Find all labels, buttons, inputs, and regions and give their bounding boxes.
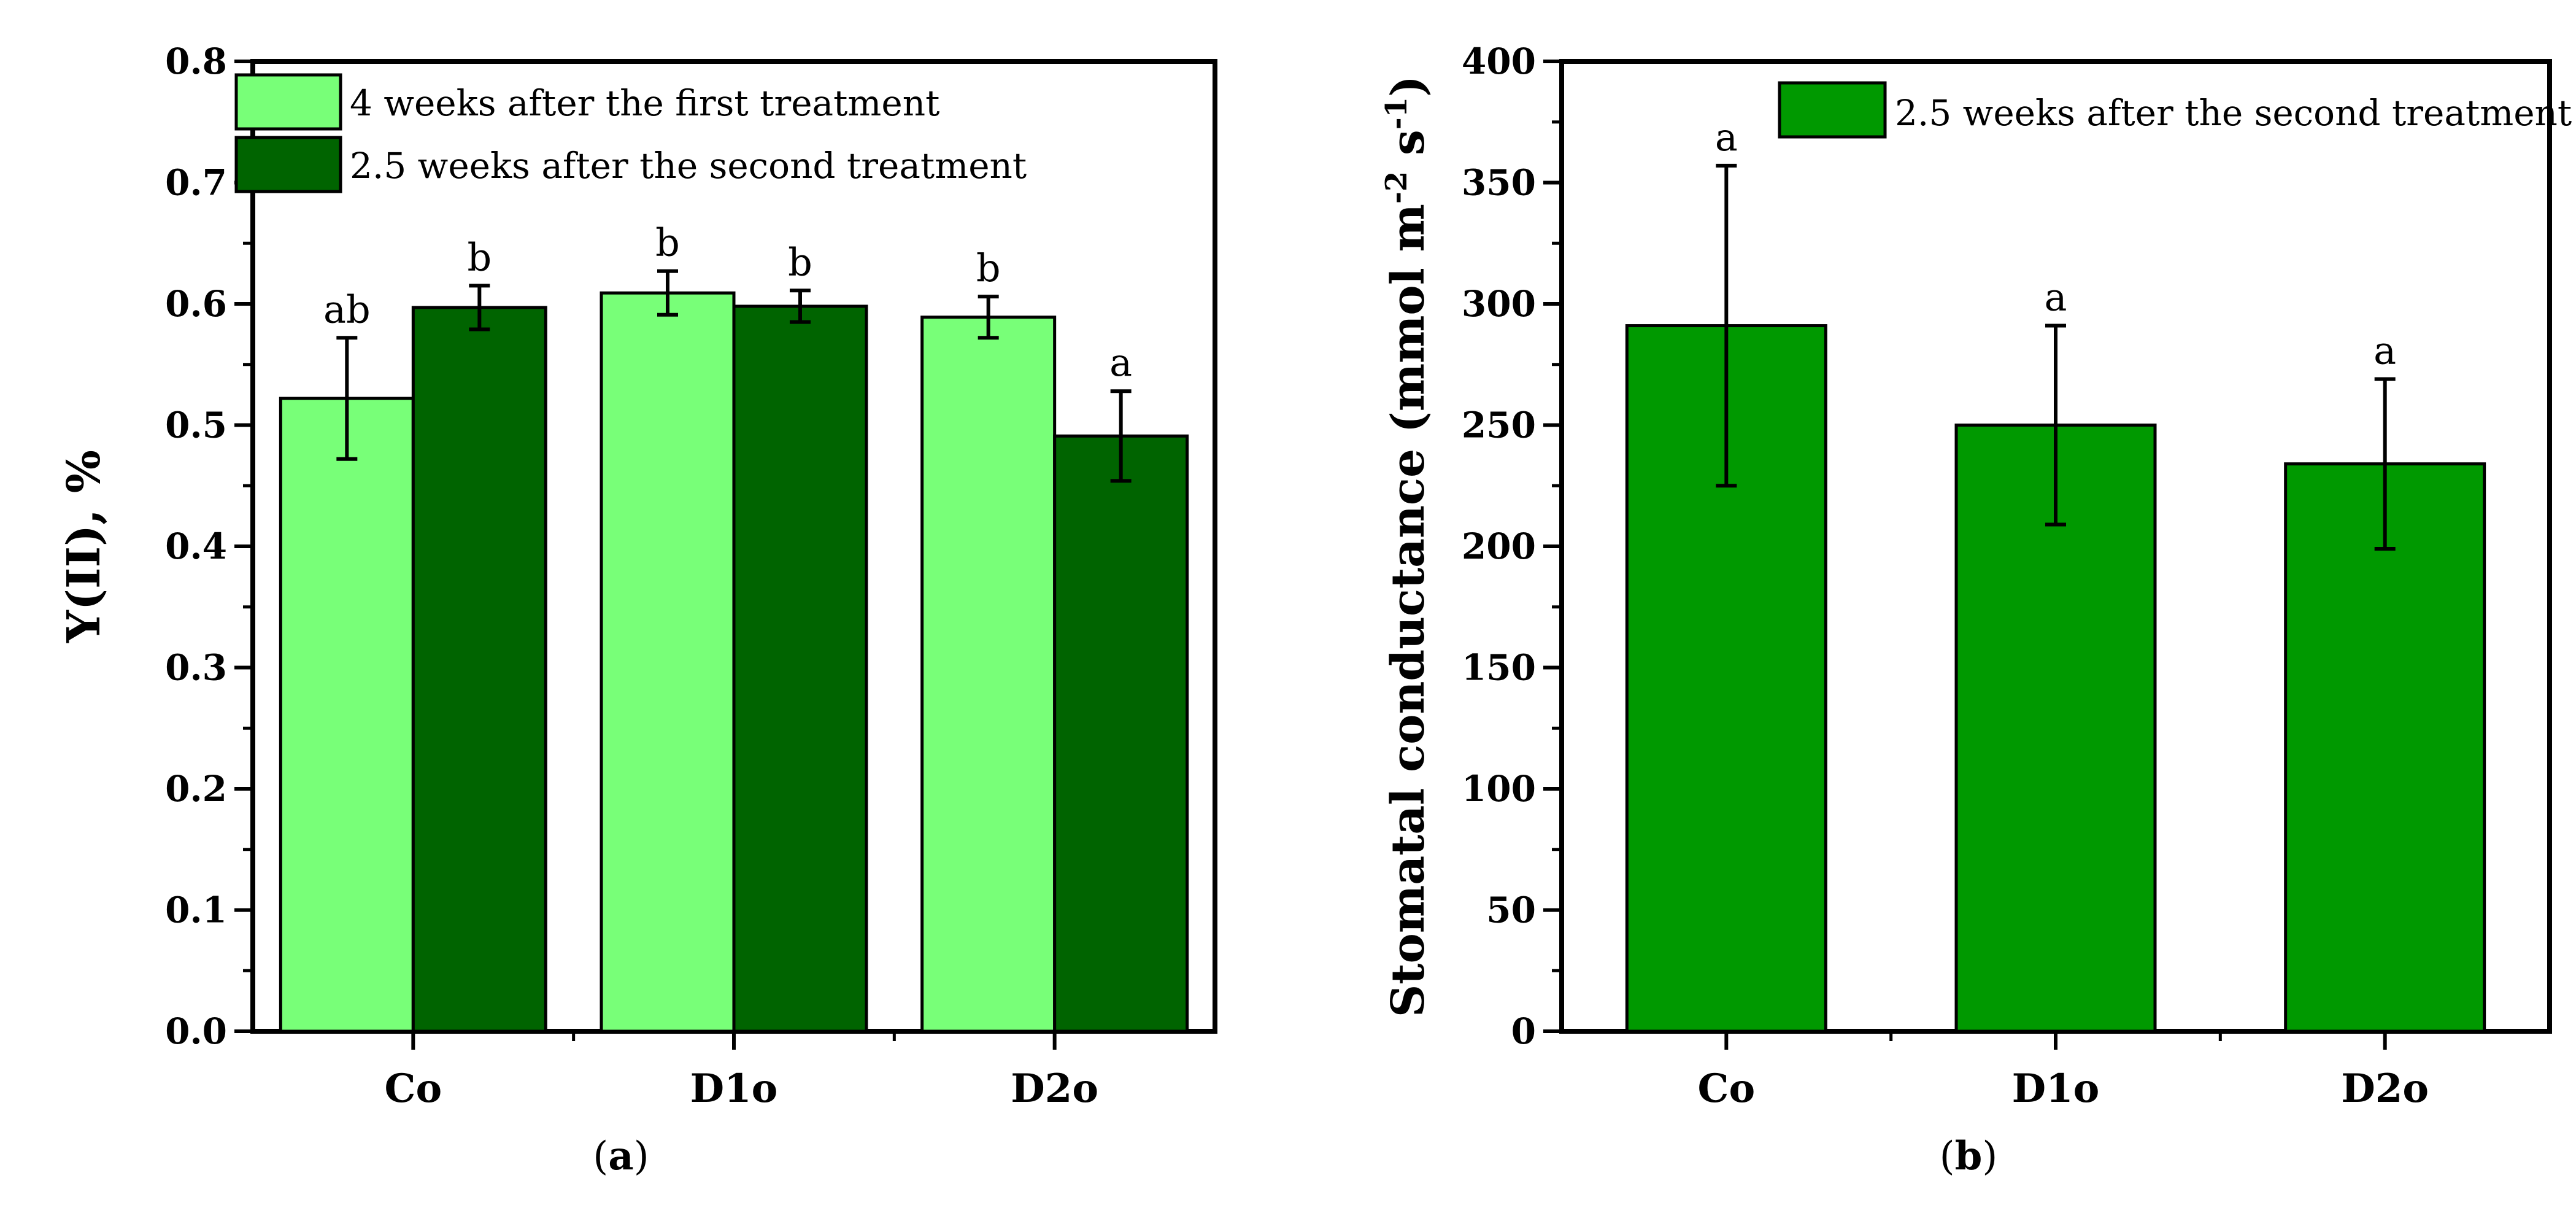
panel-letter-b: b	[1955, 1133, 1983, 1179]
y-axis-label-a: Y(II), %	[58, 450, 110, 643]
y-axis-a: 0.0 0.1 0.2 0.3 0.4 0.5 0.6 0.7 0.8	[165, 41, 253, 1052]
x-tick-label: D1o	[2012, 1066, 2100, 1112]
y-tick-label: 0.2	[165, 768, 227, 810]
y-tick-label: 400	[1462, 41, 1536, 82]
significance-label: a	[1715, 115, 1738, 160]
legend-swatch-first	[234, 73, 342, 131]
x-tick-label: D2o	[1011, 1066, 1098, 1112]
y-tick-label: 250	[1462, 405, 1536, 446]
legend-b: 2.5 weeks after the second treatment	[1778, 81, 2572, 139]
y-tick-label: 0.7	[165, 162, 227, 204]
y-tick-label: 150	[1462, 647, 1536, 689]
y-axis-label-b: Stomatal conductance (mmol m-2 s-1)	[1379, 76, 1435, 1017]
legend-swatch-second	[234, 136, 342, 193]
significance-label: b	[655, 220, 680, 265]
significance-label: a	[2045, 275, 2067, 320]
y-axis-b: 0 50 100 150 200 250 300 350 400	[1462, 41, 1562, 1052]
y-tick-label: 300	[1462, 283, 1536, 325]
y-tick-label: 100	[1462, 768, 1536, 810]
y-tick-label: 0.5	[165, 405, 227, 446]
y-tick-label: 350	[1462, 162, 1536, 204]
y-tick-label: 0.0	[165, 1010, 227, 1052]
y-tick-label: 0.8	[165, 41, 227, 82]
y-axis-label-b-mid: s	[1382, 130, 1435, 171]
panel-label-a: (a)	[593, 1133, 649, 1179]
x-axis-b: Co D1o D2o	[1698, 1031, 2429, 1112]
y-axis-label-b-sup1: -2	[1379, 171, 1414, 204]
bar	[2284, 462, 2486, 1033]
bar	[600, 291, 736, 1033]
panel-b: 0 50 100 150 200 250 300 350 400 a a a Co D1o D2o 2.…	[1379, 41, 2572, 1179]
bar	[279, 397, 415, 1033]
bar	[732, 304, 868, 1033]
y-axis-label-b-main: Stomatal conductance (mmol m	[1382, 204, 1435, 1017]
bars-a: ab b b b b a	[279, 220, 1189, 1033]
significance-label: a	[1109, 340, 1132, 385]
significance-label: b	[467, 234, 492, 279]
bar	[1053, 434, 1189, 1033]
legend-label-b: 2.5 weeks after the second treatment	[1895, 92, 2572, 134]
x-tick-label: D2o	[2341, 1066, 2429, 1112]
significance-label: a	[2374, 328, 2396, 373]
y-tick-label: 0.3	[165, 647, 227, 689]
y-tick-label: 0.1	[165, 889, 227, 931]
bar	[411, 306, 547, 1033]
significance-label: b	[788, 239, 812, 284]
y-axis-label-b-sup2: -1	[1379, 97, 1414, 130]
y-tick-label: 50	[1486, 889, 1536, 931]
legend-label-first: 4 weeks after the first treatment	[350, 82, 939, 124]
panel-a: 0.0 0.1 0.2 0.3 0.4 0.5 0.6 0.7 0.8 ab b b b b a Co D1…	[58, 41, 1217, 1179]
significance-label: ab	[323, 287, 371, 331]
bar	[920, 316, 1057, 1033]
x-tick-label: Co	[1698, 1066, 1756, 1112]
x-tick-label: Co	[385, 1066, 442, 1112]
legend-label-second: 2.5 weeks after the second treatment	[350, 145, 1027, 187]
legend-swatch-b	[1778, 81, 1887, 139]
significance-label: b	[976, 246, 1001, 290]
y-axis-label-b-end: )	[1382, 76, 1435, 97]
y-tick-label: 0.4	[165, 525, 227, 567]
x-axis-a: Co D1o D2o	[385, 1031, 1098, 1112]
y-tick-label: 0.6	[165, 283, 227, 325]
x-tick-label: D1o	[690, 1066, 778, 1112]
legend-a: 4 weeks after the first treatment 2.5 we…	[234, 73, 1027, 193]
y-tick-label: 0	[1511, 1010, 1536, 1052]
y-tick-label: 200	[1462, 525, 1536, 567]
panel-letter-a: a	[608, 1133, 633, 1179]
panel-label-b: (b)	[1940, 1133, 1998, 1179]
bars-b: a a a	[1625, 115, 2486, 1033]
